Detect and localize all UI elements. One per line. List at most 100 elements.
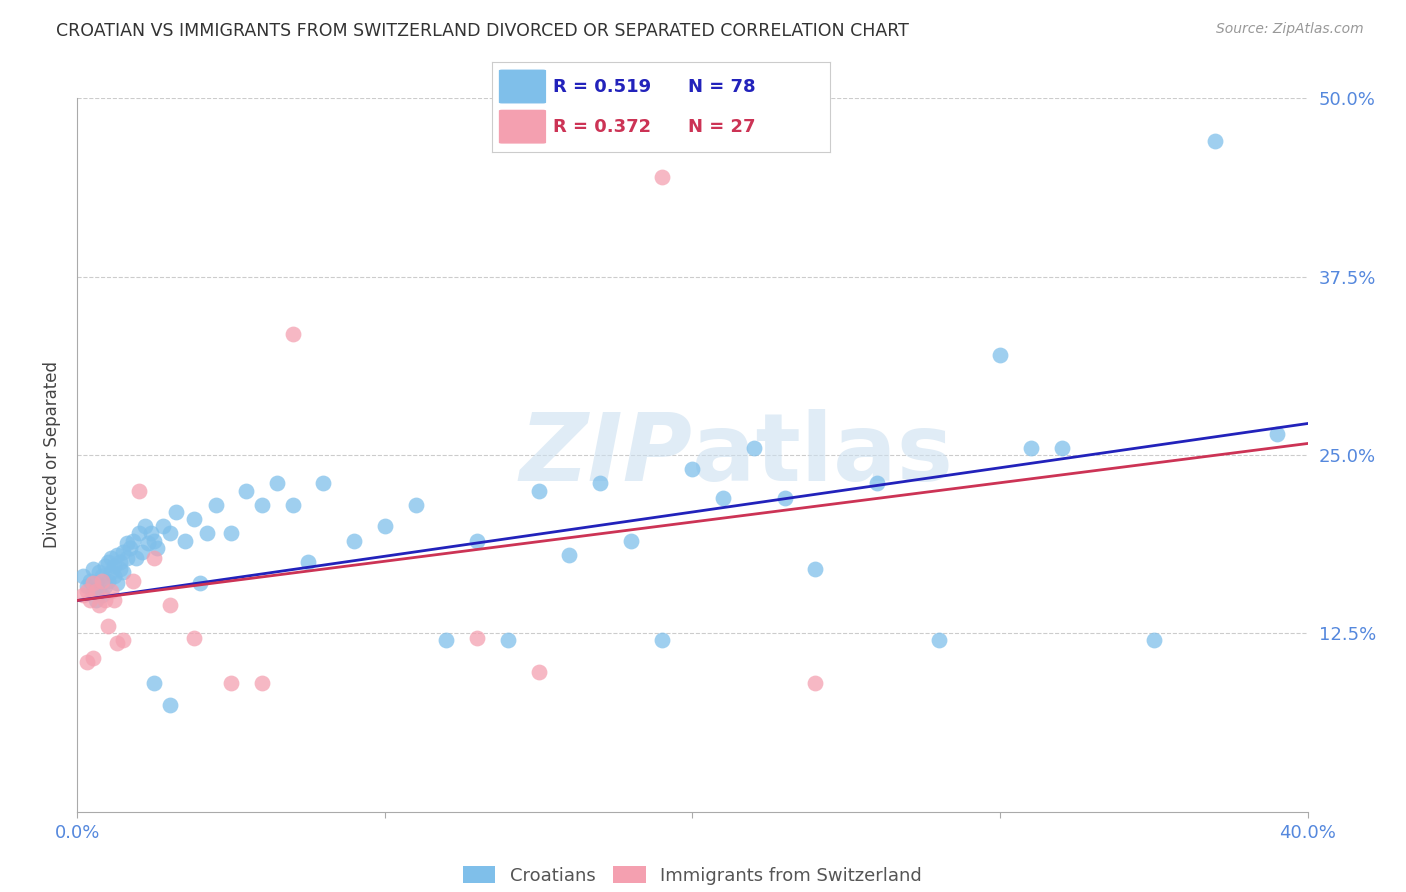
Point <box>82 576 104 591</box>
Point <box>82 562 104 576</box>
Point <box>103 569 125 583</box>
Point <box>100 583 122 598</box>
Point <box>90 574 114 588</box>
Point <box>84 583 107 598</box>
Point <box>682 462 704 476</box>
Point <box>143 533 166 548</box>
Point <box>112 545 135 559</box>
Point <box>496 633 519 648</box>
Point <box>82 650 104 665</box>
Point <box>152 519 174 533</box>
Point <box>105 576 128 591</box>
Point <box>297 555 319 569</box>
Point <box>250 498 273 512</box>
Point <box>103 593 125 607</box>
Point <box>94 579 117 593</box>
Point <box>141 526 163 541</box>
Point <box>76 579 98 593</box>
Point <box>988 348 1011 362</box>
Point <box>204 498 226 512</box>
Point <box>235 483 257 498</box>
Point <box>374 519 396 533</box>
Point <box>312 476 335 491</box>
Point <box>742 441 765 455</box>
Point <box>266 476 288 491</box>
Point <box>112 565 135 579</box>
Point <box>72 588 94 602</box>
Point <box>90 569 114 583</box>
Point <box>928 633 950 648</box>
Point <box>110 562 132 576</box>
Text: ZIP: ZIP <box>520 409 693 501</box>
Point <box>343 533 366 548</box>
Point <box>195 526 218 541</box>
Point <box>121 574 143 588</box>
Point <box>84 593 107 607</box>
Point <box>711 491 734 505</box>
Point <box>1143 633 1166 648</box>
Point <box>112 633 135 648</box>
Point <box>1204 134 1226 148</box>
Point <box>105 636 128 650</box>
Point <box>527 483 550 498</box>
Text: N = 78: N = 78 <box>688 78 755 95</box>
Point <box>219 526 242 541</box>
Point <box>558 548 581 562</box>
FancyBboxPatch shape <box>499 110 546 144</box>
Point <box>174 533 197 548</box>
Text: Source: ZipAtlas.com: Source: ZipAtlas.com <box>1216 22 1364 37</box>
Point <box>118 541 141 555</box>
Point <box>72 569 94 583</box>
Point <box>165 505 187 519</box>
Point <box>87 583 110 598</box>
Point <box>465 533 488 548</box>
Text: R = 0.519: R = 0.519 <box>553 78 651 95</box>
Point <box>136 536 159 550</box>
Point <box>103 559 125 574</box>
Point <box>76 583 98 598</box>
Point <box>97 555 120 569</box>
Point <box>131 545 153 559</box>
Point <box>146 541 169 555</box>
Point <box>110 555 132 569</box>
Legend: Croatians, Immigrants from Switzerland: Croatians, Immigrants from Switzerland <box>463 866 922 885</box>
Point <box>159 698 181 712</box>
Text: atlas: atlas <box>693 409 953 501</box>
Point <box>405 498 427 512</box>
Point <box>651 633 673 648</box>
Point <box>84 576 107 591</box>
Point <box>143 676 166 690</box>
Point <box>79 593 101 607</box>
Point <box>589 476 612 491</box>
Point <box>90 588 114 602</box>
Point <box>1019 441 1042 455</box>
Point <box>159 526 181 541</box>
Point <box>183 512 205 526</box>
Point <box>125 550 148 565</box>
Point <box>97 574 120 588</box>
Point <box>1265 426 1288 441</box>
Point <box>76 655 98 669</box>
Point <box>773 491 796 505</box>
Point <box>651 169 673 184</box>
Point <box>804 676 827 690</box>
Point <box>1050 441 1073 455</box>
Text: N = 27: N = 27 <box>688 118 755 136</box>
Point <box>87 565 110 579</box>
Point <box>527 665 550 679</box>
Y-axis label: Divorced or Separated: Divorced or Separated <box>44 361 62 549</box>
Point <box>134 519 156 533</box>
Point <box>143 550 166 565</box>
Text: CROATIAN VS IMMIGRANTS FROM SWITZERLAND DIVORCED OR SEPARATED CORRELATION CHART: CROATIAN VS IMMIGRANTS FROM SWITZERLAND … <box>56 22 910 40</box>
Point <box>219 676 242 690</box>
Point <box>94 559 117 574</box>
Point <box>97 619 120 633</box>
Point <box>105 548 128 562</box>
Point <box>866 476 889 491</box>
Point <box>87 598 110 612</box>
Point <box>436 633 458 648</box>
Point <box>115 550 138 565</box>
Point <box>128 526 150 541</box>
Point <box>159 598 181 612</box>
Point <box>100 565 122 579</box>
